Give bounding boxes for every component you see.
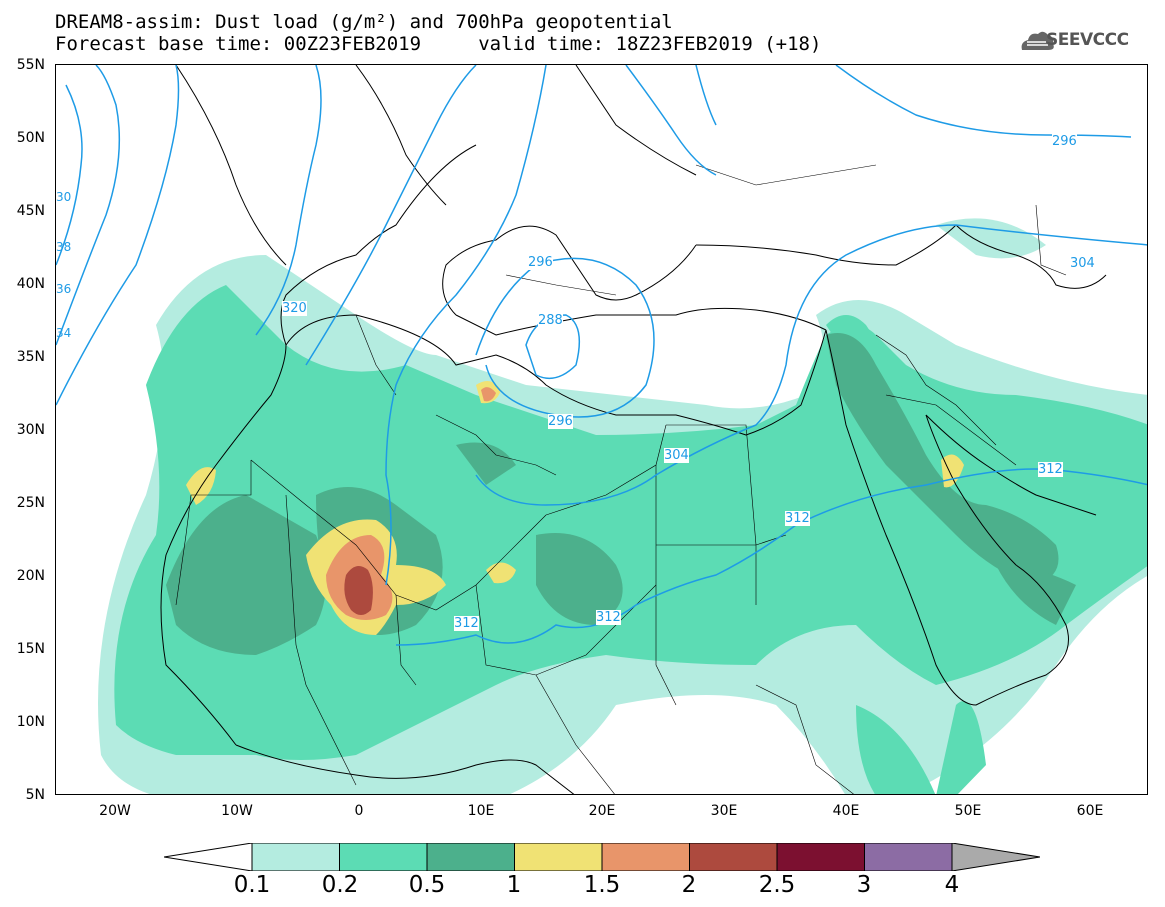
legend-label-1-5: 1.5	[583, 872, 621, 898]
logo-text: SEEVCCC	[1046, 30, 1129, 50]
lon-label-30e: 30E	[710, 803, 738, 819]
contour-label-312-mid: 312	[785, 511, 810, 526]
legend-cell-0	[251, 843, 340, 871]
legend-arrow-left	[164, 843, 253, 871]
lat-label-35n: 35N	[16, 349, 45, 365]
legend-label-0-2: 0.2	[321, 872, 359, 898]
chart-subtitle-times: Forecast base time: 00Z23FEB2019 valid t…	[55, 33, 822, 55]
lat-label-15n: 15N	[16, 641, 45, 657]
contour-label-312-e: 312	[1038, 462, 1063, 477]
dust-layer-brown	[344, 566, 373, 615]
dust-map	[55, 64, 1148, 795]
lon-label-20w: 20W	[99, 803, 131, 819]
contour-label-312-w: 312	[596, 610, 621, 625]
lon-label-60e: 60E	[1076, 803, 1104, 819]
legend-cell-6	[776, 843, 865, 871]
contour-label-296-ne: 296	[1052, 134, 1077, 149]
legend-label-2-5: 2.5	[758, 872, 796, 898]
contour-label-38-west: 38	[56, 240, 72, 254]
legend-arrow-right	[951, 843, 1040, 871]
legend-cell-3	[514, 843, 603, 871]
lon-label-20e: 20E	[588, 803, 616, 819]
contour-label-288: 288	[538, 313, 563, 328]
lon-label-10e: 10E	[467, 803, 495, 819]
contour-label-296-libya: 296	[548, 414, 573, 429]
contour-label-304-e: 304	[1070, 256, 1095, 271]
lat-label-20n: 20N	[16, 568, 45, 584]
legend-cell-5	[689, 843, 778, 871]
lon-label-40e: 40E	[832, 803, 860, 819]
lat-label-5n: 5N	[25, 787, 45, 803]
lat-label-45n: 45N	[16, 203, 45, 219]
lat-label-40n: 40N	[16, 276, 45, 292]
contour-label-320: 320	[282, 301, 307, 316]
contour-label-312-sahel: 312	[454, 616, 479, 631]
legend-colorbar	[164, 843, 1040, 871]
legend-cell-2	[426, 843, 515, 871]
legend-label-3: 3	[856, 872, 872, 898]
lat-label-55n: 55N	[16, 57, 45, 73]
lat-label-25n: 25N	[16, 495, 45, 511]
lat-label-30n: 30N	[16, 422, 45, 438]
contour-label-30-west: 30	[56, 190, 72, 204]
lon-label-10w: 10W	[221, 803, 253, 819]
contour-label-34-west: 34	[56, 326, 72, 340]
seevccc-logo	[1021, 31, 1054, 50]
country-borders	[175, 164, 1067, 794]
legend-label-0-5: 0.5	[408, 872, 446, 898]
legend-cell-1	[339, 843, 428, 871]
legend-label-1: 1	[506, 872, 522, 898]
contour-label-296-med: 296	[528, 255, 553, 270]
legend-label-4: 4	[944, 872, 960, 898]
map-canvas	[56, 65, 1147, 794]
contour-label-36-west: 36	[56, 282, 72, 296]
lat-label-10n: 10N	[16, 714, 45, 730]
contour-label-304-egypt: 304	[664, 448, 689, 463]
chart-title: DREAM8-assim: Dust load (g/m²) and 700hP…	[55, 11, 673, 33]
legend-cell-7	[864, 843, 953, 871]
legend-label-2: 2	[681, 872, 697, 898]
lon-label-50e: 50E	[954, 803, 982, 819]
coastlines	[160, 65, 1107, 794]
lat-label-50n: 50N	[16, 130, 45, 146]
legend-label-0-1: 0.1	[233, 872, 271, 898]
legend-cell-4	[601, 843, 690, 871]
lon-label-0: 0	[354, 803, 364, 819]
